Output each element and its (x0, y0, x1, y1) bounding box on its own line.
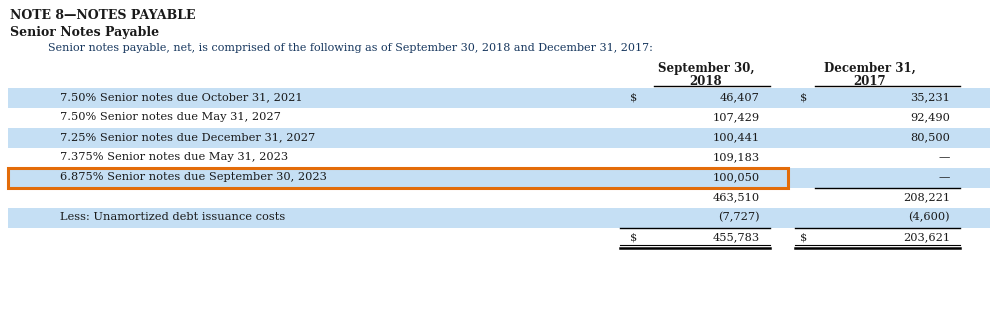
Bar (8, 208, 990, 228)
Bar (8, 168, 990, 188)
Text: (4,600): (4,600) (908, 212, 950, 222)
Text: 2018: 2018 (690, 75, 723, 88)
Text: —: — (939, 172, 950, 182)
Bar (8, 228, 990, 248)
Bar (8, 188, 990, 208)
Text: 203,621: 203,621 (903, 232, 950, 242)
Text: 463,510: 463,510 (713, 192, 760, 202)
Text: 7.375% Senior notes due May 31, 2023: 7.375% Senior notes due May 31, 2023 (60, 152, 288, 162)
Text: Senior notes payable, net, is comprised of the following as of September 30, 201: Senior notes payable, net, is comprised … (48, 43, 653, 53)
Text: 109,183: 109,183 (713, 152, 760, 162)
Text: Less: Unamortized debt issuance costs: Less: Unamortized debt issuance costs (60, 212, 285, 222)
Text: —: — (939, 152, 950, 162)
Text: 7.50% Senior notes due October 31, 2021: 7.50% Senior notes due October 31, 2021 (60, 92, 302, 102)
Text: $: $ (630, 92, 638, 102)
Text: 7.50% Senior notes due May 31, 2027: 7.50% Senior notes due May 31, 2027 (60, 112, 280, 122)
Text: 35,231: 35,231 (910, 92, 950, 102)
Text: Senior Notes Payable: Senior Notes Payable (10, 26, 159, 39)
Bar (8, 128, 990, 148)
Text: 2017: 2017 (853, 75, 886, 88)
Text: 46,407: 46,407 (721, 92, 760, 102)
Text: September 30,: September 30, (658, 62, 754, 75)
Text: $: $ (800, 92, 807, 102)
Text: $: $ (800, 232, 807, 242)
Text: 100,441: 100,441 (713, 132, 760, 142)
Bar (8, 108, 990, 128)
Text: 6.875% Senior notes due September 30, 2023: 6.875% Senior notes due September 30, 20… (60, 172, 327, 182)
Text: December 31,: December 31, (824, 62, 916, 75)
Text: (7,727): (7,727) (719, 212, 760, 222)
Text: 107,429: 107,429 (713, 112, 760, 122)
Text: NOTE 8—NOTES PAYABLE: NOTE 8—NOTES PAYABLE (10, 9, 196, 22)
Text: 92,490: 92,490 (910, 112, 950, 122)
Text: $: $ (630, 232, 638, 242)
Text: 7.25% Senior notes due December 31, 2027: 7.25% Senior notes due December 31, 2027 (60, 132, 315, 142)
Bar (8, 88, 990, 108)
Text: 100,050: 100,050 (713, 172, 760, 182)
Text: 455,783: 455,783 (713, 232, 760, 242)
Text: 208,221: 208,221 (903, 192, 950, 202)
Bar (8, 148, 990, 168)
Text: 80,500: 80,500 (910, 132, 950, 142)
